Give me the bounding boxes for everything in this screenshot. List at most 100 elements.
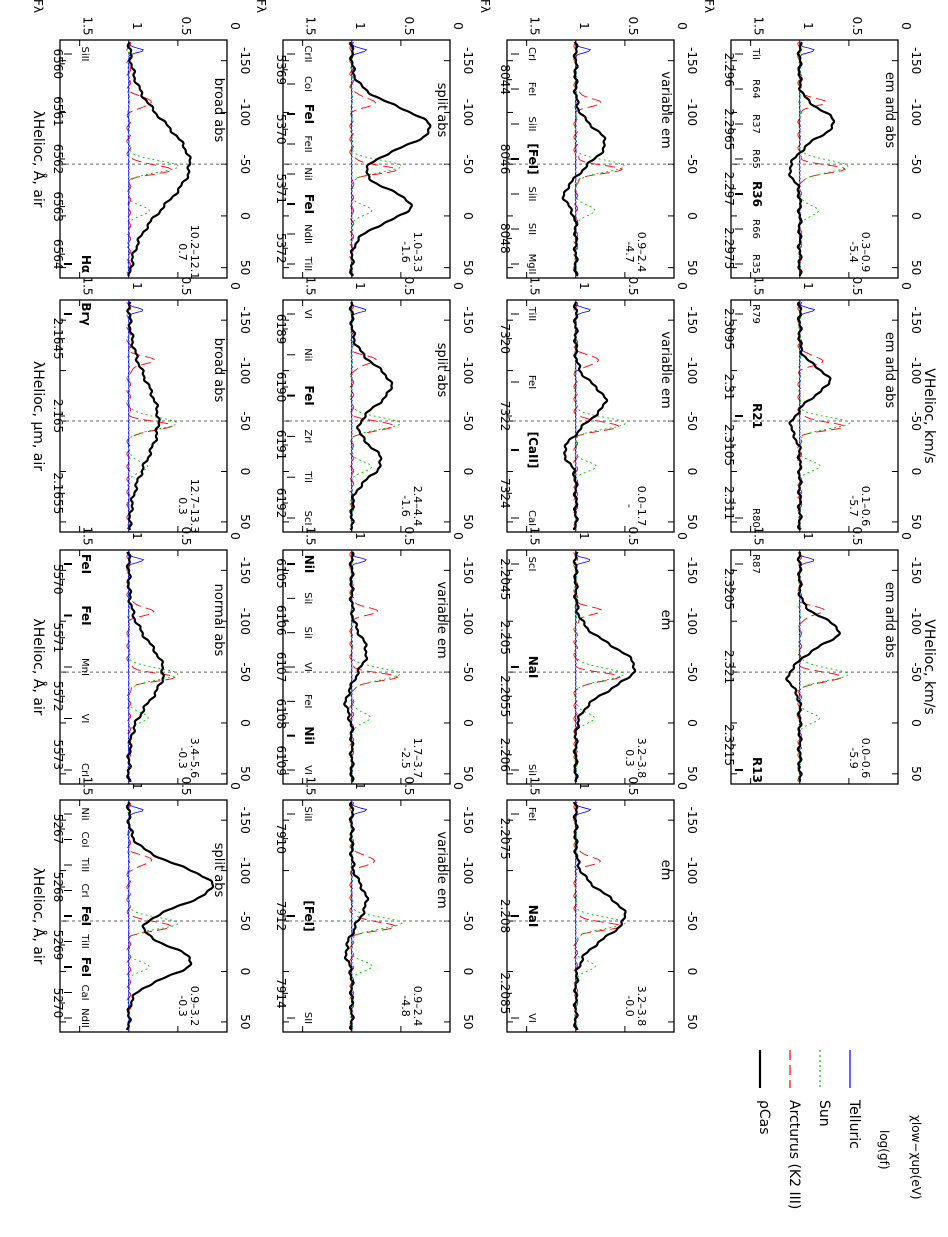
- telluric-spectrum: [127, 801, 144, 1030]
- flux-tick-label: 1.5: [81, 776, 95, 795]
- panel-type-label: split abs: [211, 843, 226, 898]
- velocity-tick-label: 0: [238, 719, 252, 727]
- line-mark-label: R37: [750, 114, 761, 134]
- rhocas-spectrum: [572, 801, 627, 1031]
- wavelength-tick-label: 2.2075: [498, 818, 512, 860]
- wavelength-tick-label: 2.296: [722, 53, 736, 87]
- velocity-tick-label: -150: [238, 307, 252, 334]
- wavelength-tick-label: 6563: [51, 191, 65, 222]
- panel-11: 0 0.5 1 1.5 -150 -100 -50 0 50 2.2045 2.205 2.2055 2…: [498, 526, 699, 785]
- arcturus-spectrum: [126, 551, 176, 781]
- flux-axis-title: Fλ: [254, 0, 268, 13]
- flux-tick-label: 1: [577, 282, 591, 290]
- wavelength-tick-label: 2.1645: [51, 318, 65, 360]
- line-mark-label: ScI: [302, 511, 313, 526]
- loggf-note: -0.3: [176, 995, 189, 1016]
- velocity-tick-label: 50: [685, 260, 699, 275]
- sun-spectrum: [127, 801, 180, 1030]
- velocity-tick-label: -50: [909, 662, 923, 682]
- flux-tick-label: 1.5: [528, 16, 542, 35]
- rhocas-spectrum: [348, 41, 432, 277]
- panel-type-label: em and abs: [882, 582, 897, 659]
- line-mark-label: R13: [750, 757, 764, 783]
- arcturus-spectrum: [349, 301, 395, 530]
- chi-note: 3.4–5.6: [188, 738, 201, 779]
- velocity-tick-label: -50: [909, 154, 923, 174]
- rhocas-spectrum: [126, 301, 161, 531]
- line-mark-label: FeII: [302, 135, 313, 152]
- velocity-tick-label: 0: [238, 468, 252, 476]
- loggf-note: -4.7: [623, 241, 636, 262]
- velocity-tick-label: -150: [909, 47, 923, 74]
- velocity-tick-label: -150: [909, 307, 923, 334]
- flux-tick-label: 1.5: [528, 276, 542, 295]
- line-mark-label: ZrI: [302, 429, 313, 443]
- chi-note: 3.2–3.8: [635, 738, 648, 779]
- loggf-note: 0.3: [176, 497, 189, 515]
- wavelength-tick-label: 2.3215: [722, 724, 736, 766]
- velocity-tick-label: -50: [461, 911, 475, 931]
- line-mark-label: SiII: [79, 46, 90, 61]
- flux-tick-label: 1: [130, 532, 144, 540]
- velocity-tick-label: 50: [461, 260, 475, 275]
- legend-label: ρCas: [756, 1100, 772, 1135]
- wavelength-axis-title: λHelioc, Å, air: [30, 867, 47, 964]
- wavelength-tick-label: 2.321: [722, 650, 736, 684]
- flux-tick-label: 1: [353, 22, 367, 30]
- arcturus-spectrum: [349, 801, 397, 1030]
- wavelength-tick-label: 5571: [51, 622, 65, 653]
- panel-4: 0 0.5 1 1.5 -150 -100 -50 0 50 2.296 2.2965 2.297 2.…: [702, 0, 923, 279]
- wavelength-tick-label: 6108: [274, 699, 288, 730]
- line-mark-label: NiI: [302, 555, 316, 574]
- rhocas-spectrum: [125, 801, 215, 1031]
- wavelength-tick-label: 2.297: [722, 172, 736, 206]
- line-mark-label: [CaII]: [526, 432, 540, 469]
- line-mark-label: SiI: [302, 627, 313, 639]
- arcturus-spectrum: [573, 301, 620, 530]
- flux-tick-label: 0.5: [850, 16, 864, 35]
- flux-tick-label: 0: [899, 282, 913, 290]
- line-mark-label: VI: [302, 309, 313, 319]
- sun-spectrum: [798, 552, 850, 782]
- flux-tick-label: 1.5: [81, 526, 95, 545]
- wavelength-tick-label: 5371: [274, 173, 288, 204]
- legend-loggf: log(gf): [877, 1130, 891, 1170]
- velocity-tick-label: 0: [461, 468, 475, 476]
- flux-axis-title: Fλ: [31, 0, 45, 13]
- legend-label: Arcturus (K2 III): [786, 1100, 802, 1209]
- line-mark-label: FeI: [79, 554, 93, 574]
- panel-frame: [730, 39, 899, 279]
- velocity-tick-label: -100: [461, 357, 475, 384]
- wavelength-tick-label: 5270: [51, 988, 65, 1019]
- sun-spectrum: [574, 802, 626, 1030]
- flux-tick-label: 1: [577, 22, 591, 30]
- wavelength-tick-label: 5268: [51, 872, 65, 903]
- flux-tick-label: 0: [228, 22, 242, 30]
- velocity-tick-label: 50: [909, 514, 923, 529]
- wavelength-tick-label: 2.2965: [722, 108, 736, 150]
- flux-tick-label: 1.5: [81, 16, 95, 35]
- line-mark-label: FeI: [526, 82, 537, 96]
- wavelength-tick-label: 8046: [498, 144, 512, 175]
- velocity-tick-label: -100: [909, 608, 923, 635]
- wavelength-tick-label: 2.1655: [51, 472, 65, 514]
- line-mark-label: TiII: [79, 857, 90, 872]
- velocity-tick-label: -150: [238, 557, 252, 584]
- line-mark-label: [FeI]: [302, 900, 316, 931]
- panel-frame: [730, 299, 899, 533]
- wavelength-tick-label: 2.206: [498, 738, 512, 772]
- line-mark-label: R79: [750, 304, 761, 324]
- line-mark-label: TiI: [302, 470, 313, 483]
- velocity-tick-label: 0: [238, 212, 252, 220]
- velocity-tick-label: 0: [909, 719, 923, 727]
- line-mark-label: Hα: [79, 255, 93, 273]
- velocity-tick-label: -150: [685, 557, 699, 584]
- velocity-tick-label: 0: [909, 212, 923, 220]
- wavelength-tick-label: 6109: [274, 745, 288, 776]
- loggf-note: -2.5: [399, 747, 412, 768]
- loggf-note: 0.7: [176, 243, 189, 261]
- chi-note: 1.7–3.7: [411, 738, 424, 779]
- flux-tick-label: 0: [228, 282, 242, 290]
- wavelength-axis-title: λHelioc, μm, air: [30, 361, 46, 471]
- velocity-tick-label: -150: [685, 807, 699, 834]
